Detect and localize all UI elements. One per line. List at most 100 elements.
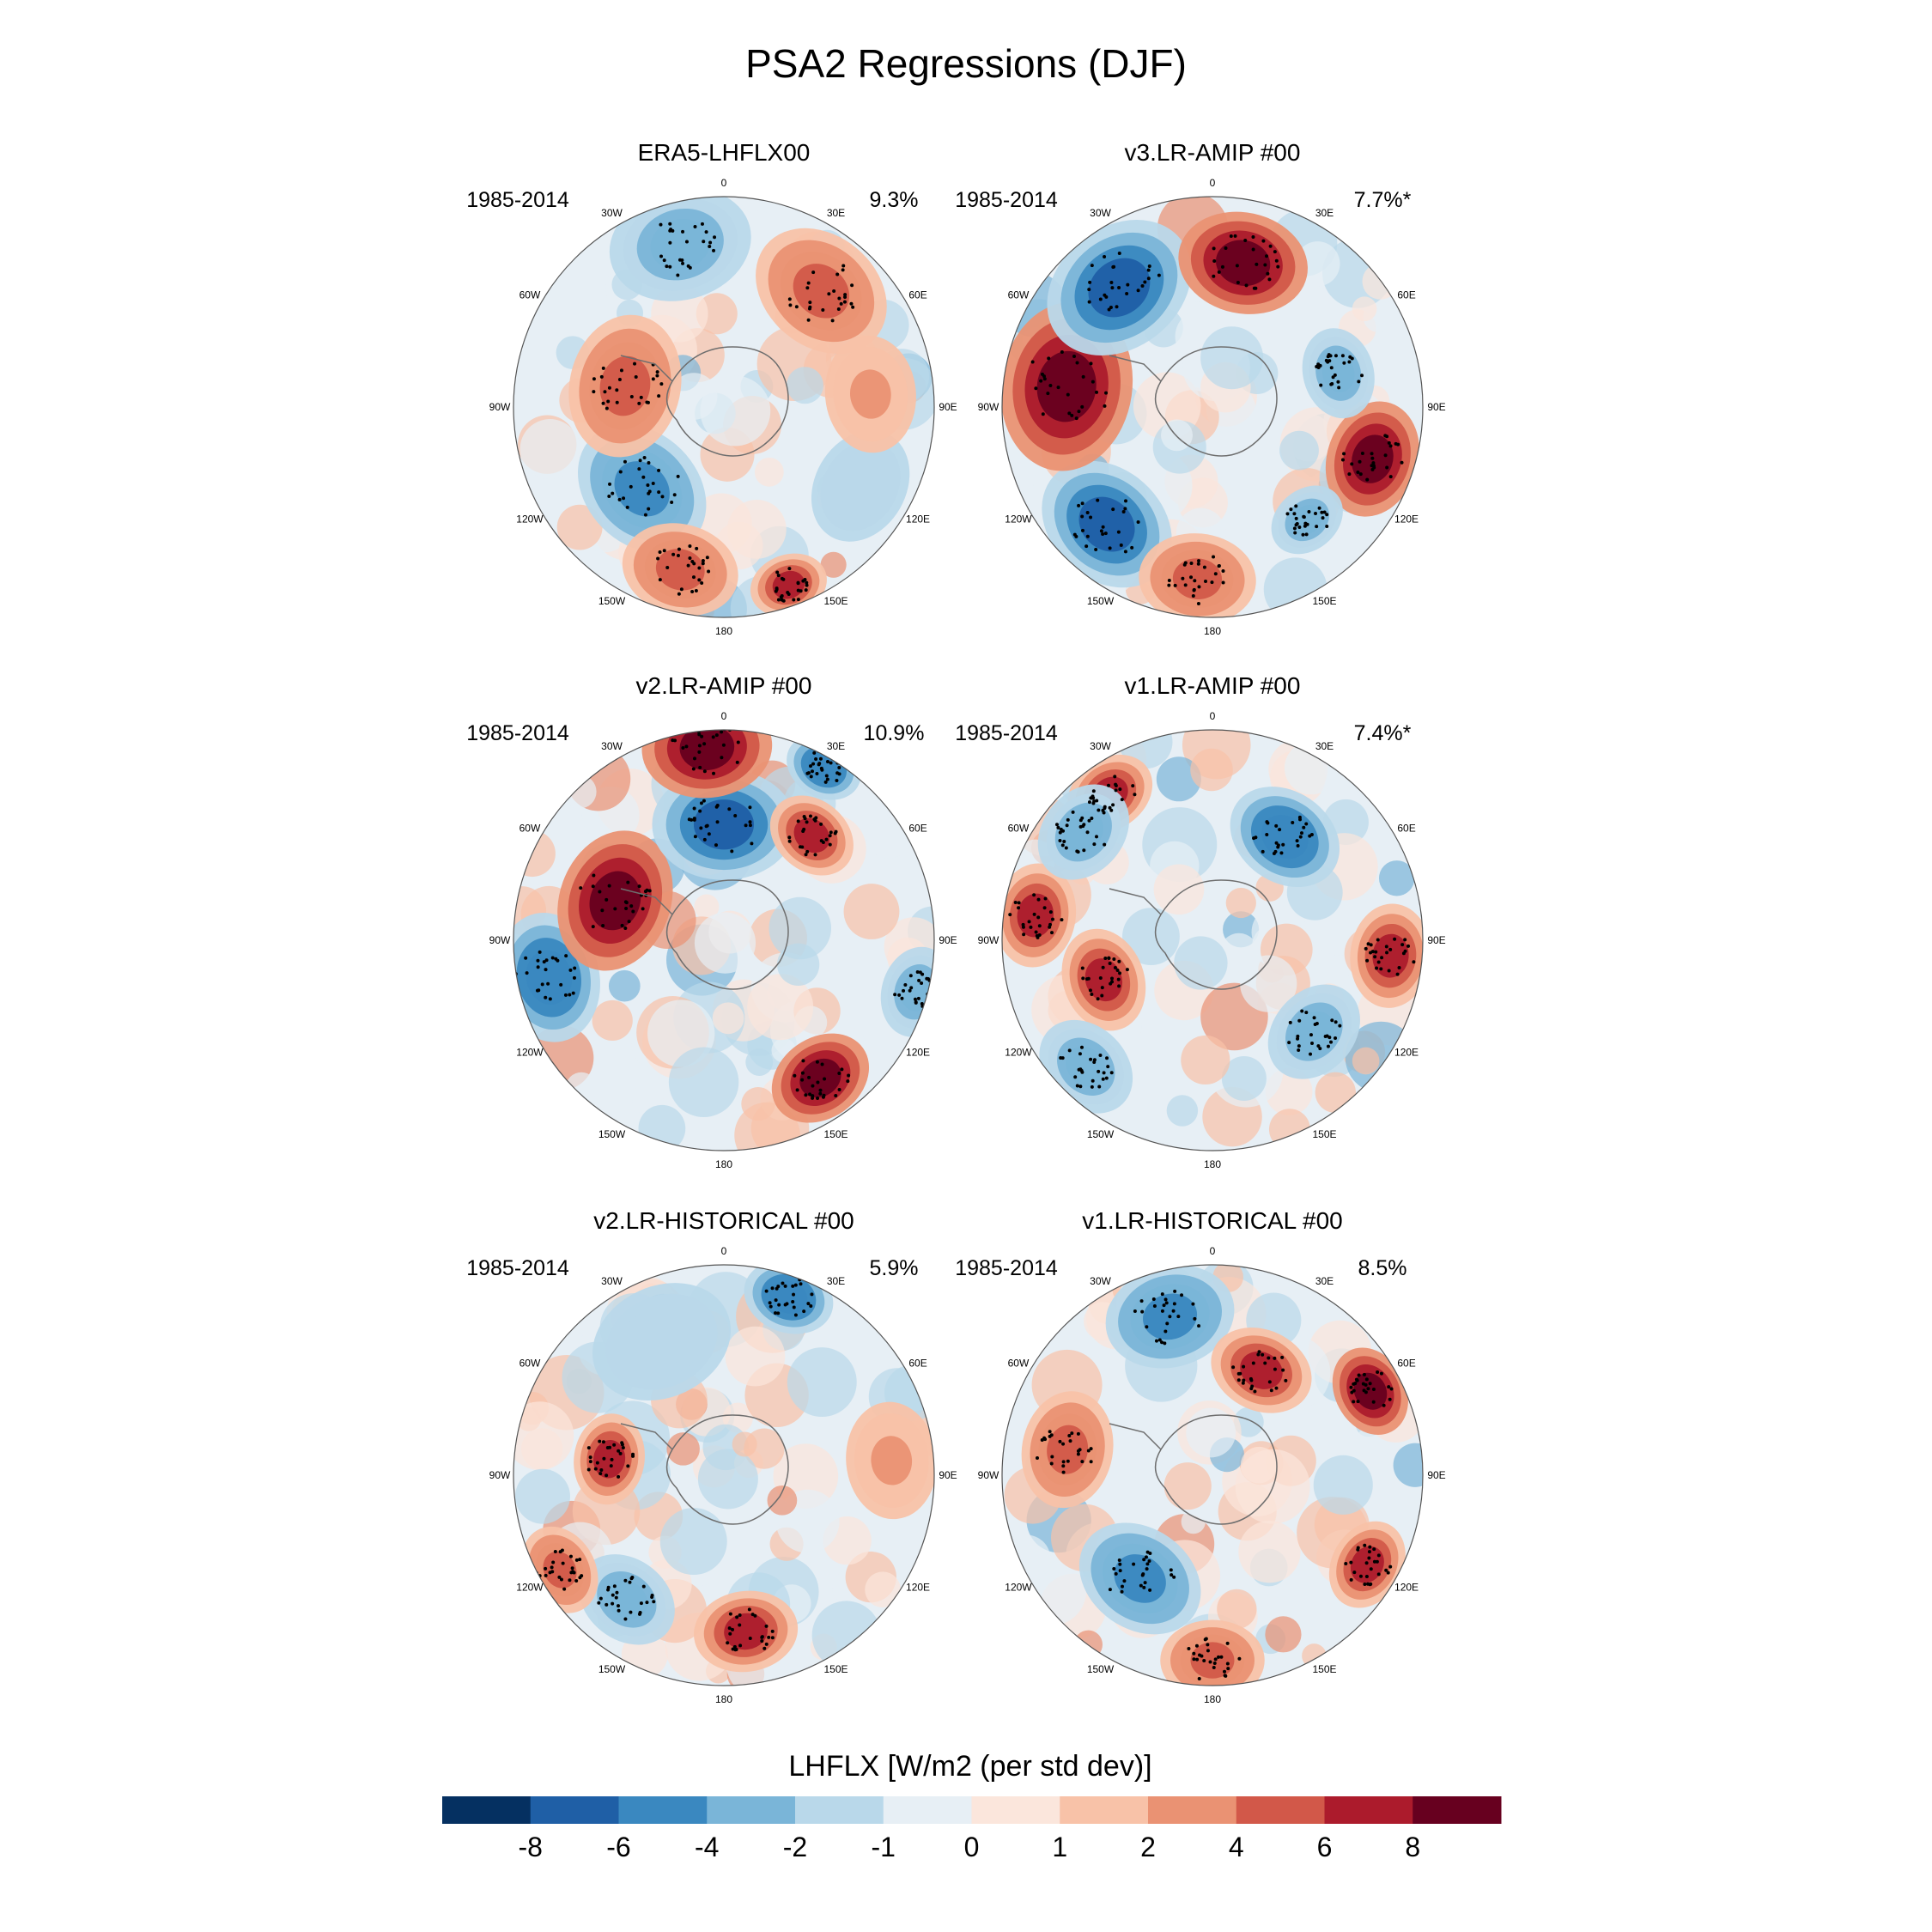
significance-stipple: [592, 361, 664, 410]
stipple-dot: [1267, 1356, 1271, 1360]
stipple-dot: [735, 760, 739, 764]
stipple-dot: [659, 382, 664, 386]
noise-patch: [666, 1432, 700, 1466]
stipple-dot: [764, 1289, 769, 1293]
stipple-dot: [618, 1451, 623, 1455]
stipple-dot: [938, 987, 941, 990]
anomaly-contour: [793, 817, 830, 854]
stipple-dot: [1301, 532, 1305, 537]
stipple-dot: [1103, 532, 1108, 536]
stipple-dot: [1061, 1442, 1066, 1446]
stipple-dot: [1212, 555, 1216, 559]
stipple-dot: [612, 1443, 617, 1447]
colorbar-box: [618, 1796, 708, 1824]
stipple-dot: [1097, 808, 1101, 812]
stipple-dot: [1108, 546, 1112, 550]
stipple-dot: [1157, 273, 1161, 277]
stipple-dot: [638, 459, 642, 463]
colorbar-tick-label: 6: [1317, 1832, 1333, 1862]
lon-label: 150E: [823, 1663, 848, 1675]
peninsula-coastline: [1109, 1423, 1162, 1450]
stipple-dot: [1406, 944, 1411, 948]
stipple-dot: [1145, 1562, 1150, 1566]
stipple-dot: [728, 1612, 732, 1616]
stipple-dot: [1400, 943, 1405, 947]
stipple-dot: [1112, 264, 1116, 269]
stipple-dot: [609, 1464, 613, 1468]
stipple-dot: [1297, 1044, 1301, 1048]
stipple-dot: [1180, 1293, 1184, 1297]
stipple-dot: [1183, 583, 1188, 587]
stipple-dot: [1273, 1356, 1277, 1360]
stipple-dot: [837, 772, 841, 776]
stipple-dot: [828, 834, 832, 838]
stipple-dot: [1384, 1568, 1388, 1572]
stipple-dot: [770, 1286, 775, 1291]
anomaly-contour: [1321, 354, 1355, 392]
stipple-dot: [776, 574, 781, 578]
variance-label: 7.7%*: [1354, 188, 1412, 212]
stipple-dot: [804, 588, 808, 592]
stipple-dot: [1307, 509, 1311, 513]
stipple-dot: [629, 394, 634, 398]
stipple-dot: [776, 1311, 781, 1315]
stipple-dot: [607, 884, 611, 888]
stipple-dot: [810, 769, 814, 774]
stipple-dot: [647, 460, 651, 465]
significance-stipple: [1008, 893, 1064, 939]
stipple-dot: [808, 301, 812, 305]
stipple-dot: [1220, 264, 1224, 269]
stipple-dot: [1396, 442, 1400, 447]
colorbar-tick-label: 2: [1140, 1832, 1156, 1862]
stipple-dot: [686, 563, 690, 568]
stipple-dot: [1117, 1558, 1121, 1563]
stipple-dot: [571, 1570, 575, 1574]
lon-label: 30W: [1090, 207, 1111, 219]
stipple-dot: [1022, 933, 1026, 937]
stipple-dot: [1042, 1436, 1047, 1440]
stipple-dot: [645, 1601, 649, 1605]
stipple-dot: [631, 909, 635, 914]
stipple-dot: [829, 830, 833, 835]
anomaly-contour: [543, 1551, 577, 1589]
stipple-dot: [839, 301, 843, 306]
stipple-dot: [1344, 1561, 1348, 1565]
stipple-dot: [1337, 386, 1341, 390]
stipple-dot: [687, 817, 691, 822]
anomaly-contour: [650, 219, 710, 270]
stipple-dot: [808, 1092, 812, 1097]
stipple-dot: [1131, 784, 1135, 788]
stipple-dot: [1295, 521, 1299, 526]
stipple-dot: [1115, 305, 1119, 309]
stipple-dot: [629, 904, 634, 908]
significance-stipple: [1340, 434, 1404, 482]
stipple-dot: [601, 401, 605, 405]
stipple-dot: [617, 1608, 621, 1613]
stipple-dot: [1202, 565, 1206, 569]
stipple-dot: [662, 258, 666, 263]
stipple-dot: [656, 556, 660, 561]
stipple-dot: [1091, 789, 1096, 793]
stipple-dot: [1397, 965, 1401, 969]
stipple-dot: [697, 732, 702, 737]
significance-stipple: [597, 1575, 656, 1621]
stipple-dot: [1297, 1048, 1301, 1052]
stipple-dot: [1172, 1575, 1176, 1579]
peninsula-coastline: [620, 1423, 673, 1450]
stipple-dot: [1048, 910, 1053, 914]
variance-label: 7.4%*: [1354, 721, 1412, 745]
stipple-dot: [1142, 1558, 1146, 1562]
stipple-dot: [773, 1311, 777, 1315]
stipple-dot: [821, 840, 825, 844]
stipple-dot: [1352, 1400, 1356, 1404]
stipple-dot: [1241, 1381, 1245, 1385]
stipple-dot: [1081, 374, 1085, 379]
lon-labels: 0 30E 60E 90E 120E 150E 180 150W 120W 90W 60W 30W: [978, 1245, 1446, 1705]
stipple-dot: [1101, 525, 1105, 529]
stipple-dot: [1070, 1431, 1074, 1436]
noise-patch: [866, 815, 910, 859]
stipple-dot: [679, 587, 683, 592]
stipple-dot: [1386, 1571, 1390, 1575]
noise-patch: [1240, 955, 1297, 1012]
lon-label: 120E: [906, 1582, 930, 1594]
